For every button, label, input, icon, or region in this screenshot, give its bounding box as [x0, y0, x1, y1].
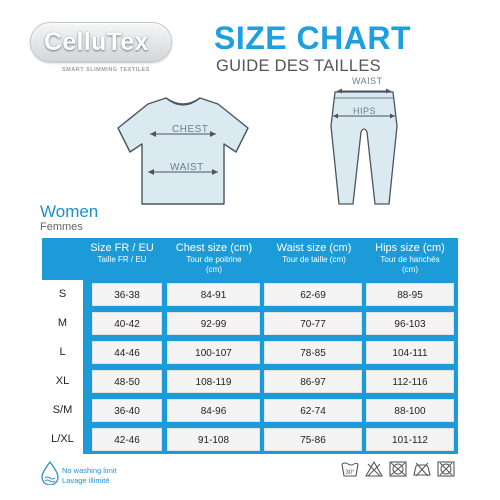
cell-waist: 62-74: [264, 399, 362, 422]
size-label: S: [42, 280, 83, 309]
page-title: SIZE CHART: [214, 20, 411, 56]
cell-chest: 84-91: [167, 283, 260, 306]
cell-fr-eu: 40-42: [92, 312, 162, 335]
brand-tagline: SMART SLIMMING TEXTILES: [62, 67, 150, 73]
section-title: Women: [40, 202, 99, 221]
chest-label: CHEST: [172, 124, 209, 135]
table-header: Size FR / EU Taille FR / EU Chest size (…: [42, 238, 458, 280]
cell-hips: 101-112: [366, 428, 454, 451]
cell-fr-eu: 36-40: [92, 399, 162, 422]
size-label: L/XL: [42, 425, 83, 454]
cell-waist: 75-86: [264, 428, 362, 451]
table-row: M 40-42 92-99 70-77 96-103: [42, 309, 458, 338]
header-hips: Hips size (cm) Tour de hanchés (cm): [375, 242, 445, 274]
size-label: XL: [42, 367, 83, 396]
page-subtitle: GUIDE DES TAILLES: [216, 57, 381, 75]
svg-text:30°: 30°: [345, 470, 355, 476]
cell-hips: 96-103: [366, 312, 454, 335]
cell-chest: 84-96: [167, 399, 260, 422]
cell-hips: 88-95: [366, 283, 454, 306]
hips-label: HIPS: [353, 106, 377, 116]
size-label: S/M: [42, 396, 83, 425]
size-label: M: [42, 309, 83, 338]
cell-waist: 78-85: [264, 341, 362, 364]
cell-fr-eu: 36-38: [92, 283, 162, 306]
cell-hips: 112-116: [366, 370, 454, 393]
water-drop-icon: [41, 461, 59, 485]
waist-label-leg: WAIST: [352, 76, 383, 86]
size-label: L: [42, 338, 83, 367]
logo-badge: [30, 22, 172, 62]
cell-chest: 91-108: [167, 428, 260, 451]
cell-chest: 92-99: [167, 312, 260, 335]
tshirt-illustration: [117, 97, 249, 205]
leggings-illustration: [330, 88, 398, 205]
wash-limit-en: No washing limit: [62, 466, 117, 475]
cell-hips: 104-111: [366, 341, 454, 364]
table-row: L/XL 42-46 91-108 75-86 101-112: [42, 425, 458, 454]
cell-chest: 108-119: [167, 370, 260, 393]
brand-logo: CelluTex SMART SLIMMING TEXTILES: [30, 22, 190, 78]
wash-limit-fr: Lavage illimité: [62, 476, 110, 485]
header-waist: Waist size (cm) Tour de taille (cm): [276, 242, 352, 264]
header-size: Size FR / EU Taille FR / EU: [90, 242, 154, 264]
cell-fr-eu: 44-46: [92, 341, 162, 364]
cell-hips: 88-100: [366, 399, 454, 422]
wash-30-icon: 30°: [341, 462, 359, 477]
no-tumble-dry-icon: [389, 461, 407, 477]
waist-label-top: WAIST: [170, 162, 204, 173]
table-row: XL 48-50 108-119 86-97 112-116: [42, 367, 458, 396]
cell-fr-eu: 48-50: [92, 370, 162, 393]
no-bleach-icon: [365, 460, 383, 477]
cell-waist: 70-77: [264, 312, 362, 335]
cell-waist: 86-97: [264, 370, 362, 393]
size-table: Size FR / EU Taille FR / EU Chest size (…: [42, 238, 458, 454]
cell-fr-eu: 42-46: [92, 428, 162, 451]
header-chest: Chest size (cm) Tour de poitrine (cm): [175, 242, 253, 274]
no-dry-clean-icon: [437, 461, 455, 477]
table-row: S 36-38 84-91 62-69 88-95: [42, 280, 458, 309]
cell-waist: 62-69: [264, 283, 362, 306]
table-row: L 44-46 100-107 78-85 104-111: [42, 338, 458, 367]
cell-chest: 100-107: [167, 341, 260, 364]
brand-name: CelluTex: [44, 28, 149, 56]
no-iron-icon: [413, 462, 431, 477]
section-subtitle: Femmes: [40, 221, 83, 233]
table-row: S/M 36-40 84-96 62-74 88-100: [42, 396, 458, 425]
